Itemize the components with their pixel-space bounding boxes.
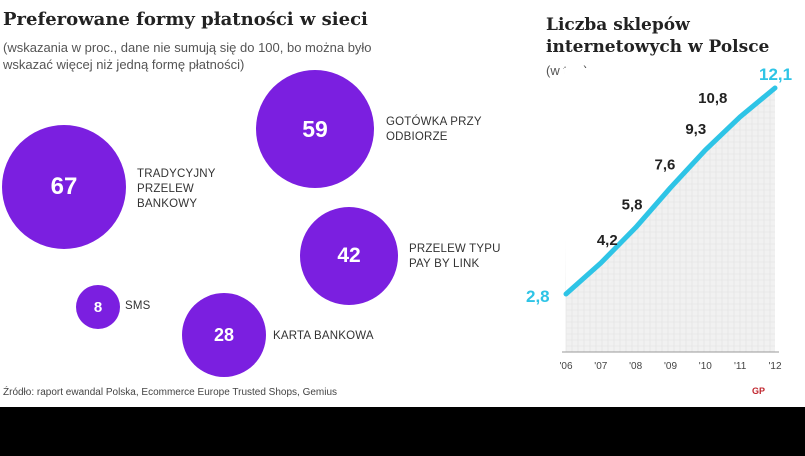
bubble-sms: 8 <box>76 285 120 329</box>
bubble-gotowka: 59 <box>256 70 374 188</box>
bubble-value: 8 <box>93 298 103 316</box>
shops-line-chart: 2,8 4,2 5,8 7,6 9,3 10,8 12,1 '06 '07 '08 '09 '10 '1… <box>526 65 792 372</box>
data-label: 9,3 <box>685 121 706 138</box>
data-label: 12,1 <box>759 65 792 84</box>
bubble-label: PRZELEW TYPU PAY BY LINK <box>409 243 501 270</box>
data-label: 2,8 <box>526 287 550 306</box>
x-tick-label: '10 <box>699 361 712 372</box>
bubble-label: KARTA BANKOWA <box>273 330 374 342</box>
x-tick-label: '08 <box>629 361 642 372</box>
bubble-label: SMS <box>125 300 151 312</box>
x-tick-label: '11 <box>734 361 747 372</box>
bubble-pay-by-link: 42 <box>300 207 398 305</box>
publisher-logo: GP <box>752 386 766 396</box>
bubble-karta-bankowa: 28 <box>182 293 266 377</box>
data-label: 7,6 <box>655 157 676 174</box>
data-label: 5,8 <box>622 197 643 214</box>
source-note: Źródło: raport ewandal Polska, Ecommerce… <box>3 387 338 398</box>
series-line <box>563 85 778 297</box>
data-label: 10,8 <box>698 90 727 107</box>
bubble-label: TRADYCYJNY PRZELEW BANKOWY <box>137 168 216 210</box>
shops-chart-title: Liczba sklepów internetowych w Polsce <box>546 15 770 57</box>
infographic: Preferowane formy płatności w sieci (wsk… <box>0 0 805 407</box>
bubble-value: 28 <box>213 324 235 345</box>
payment-chart-title: Preferowane formy płatności w sieci <box>3 9 368 30</box>
bubble-label: GOTÓWKA PRZY ODBIORZE <box>386 116 482 143</box>
bubble-value: 59 <box>302 115 328 142</box>
x-tick-label: '07 <box>594 361 607 372</box>
bubble-value: 67 <box>50 173 78 200</box>
x-tick-label: '12 <box>768 361 781 372</box>
payment-chart-subtitle: (wskazania w proc., dane nie sumują się … <box>3 40 372 72</box>
bubble-value: 42 <box>337 244 361 267</box>
chart-mask <box>564 68 779 294</box>
data-label: 4,2 <box>597 232 618 249</box>
x-tick-label: '09 <box>664 361 677 372</box>
bubble-tradycyjny-przelew: 67 <box>2 125 126 249</box>
x-tick-label: '06 <box>559 361 572 372</box>
